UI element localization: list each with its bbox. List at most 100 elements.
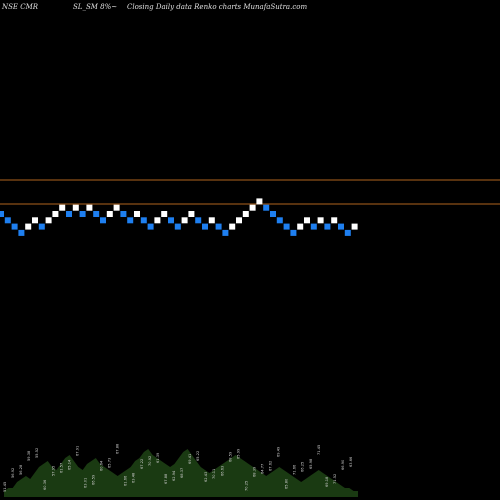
volume-label: 61.57	[59, 463, 63, 473]
renko-brick-down	[93, 211, 100, 217]
renko-brick-up	[249, 204, 256, 211]
renko-brick-up	[154, 217, 161, 224]
volume-label: 61.66	[124, 475, 128, 486]
volume-label: 69.41	[188, 454, 192, 464]
renko-brick-up	[32, 217, 38, 224]
horizontal-lines	[0, 179, 500, 205]
volume-label: 70.11	[212, 469, 216, 479]
volume-label: 63.48	[132, 472, 136, 483]
renko-brick-up	[161, 211, 168, 217]
renko-brick-up	[297, 223, 304, 230]
volume-labels: 51.45 56.92 56.28 59.38 55.52 60.36 57.95 61.57…	[3, 443, 353, 492]
series-info-label: SL_SM 8%~	[73, 3, 118, 11]
chart-description-label: Closing Daily data Renko charts MunafaSu…	[127, 3, 308, 11]
renko-brick-up	[256, 198, 263, 205]
renko-brick-up	[52, 211, 59, 217]
renko-brick-up	[181, 217, 188, 224]
renko-brick-up	[106, 211, 113, 217]
renko-brick-down	[147, 223, 154, 230]
volume-label: 71.52	[333, 474, 337, 484]
volume-label: 66.90	[341, 459, 345, 470]
volume-label: 67.88	[164, 473, 168, 484]
volume-label: 61.39	[156, 452, 160, 463]
volume-label: 63.66	[349, 456, 353, 467]
volume-bars	[4, 449, 358, 497]
renko-brick-down	[324, 223, 331, 230]
renko-brick-up	[317, 217, 324, 224]
renko-brick-down	[195, 217, 202, 224]
renko-brick-up	[59, 204, 66, 211]
volume-label: 68.37	[180, 468, 184, 478]
renko-brick-down	[18, 229, 25, 236]
renko-brick-down	[79, 211, 86, 217]
volume-label: 65.80	[285, 478, 289, 489]
renko-brick-down	[283, 223, 290, 230]
renko-brick-up	[86, 204, 93, 211]
renko-brick-down	[215, 223, 222, 230]
renko-brick-down	[11, 223, 18, 230]
volume-label: 66.59	[92, 474, 96, 485]
volume-area	[4, 449, 358, 497]
volume-label: 67.91	[75, 446, 79, 456]
volume-label: 70.25	[244, 481, 248, 491]
renko-brick-up	[134, 211, 140, 217]
volume-label: 69.49	[277, 446, 281, 457]
volume-label: 60.36	[43, 479, 47, 490]
volume-label: 68.59	[228, 451, 232, 462]
volume-label: 66.63	[220, 466, 224, 476]
volume-label: 67.22	[140, 459, 144, 469]
renko-brick-down	[222, 229, 229, 236]
renko-brick-up	[113, 204, 120, 211]
volume-label: 65.73	[108, 458, 112, 468]
renko-brick-down	[0, 211, 4, 217]
volume-label: 65.99	[236, 448, 240, 459]
renko-brick-down	[38, 223, 45, 230]
volume-label: 65.22	[196, 451, 200, 461]
renko-brick-up	[188, 211, 195, 217]
renko-brick-down	[140, 217, 147, 224]
renko-bricks	[0, 198, 358, 236]
volume-label: 68.39	[252, 466, 256, 477]
renko-brick-up	[208, 217, 215, 224]
renko-brick-down	[120, 211, 127, 217]
renko-brick-down	[338, 223, 344, 230]
renko-brick-up	[331, 217, 338, 224]
volume-label: 65.98	[309, 458, 313, 469]
renko-brick-up	[236, 217, 242, 224]
renko-brick-up	[72, 204, 79, 211]
volume-label: 55.52	[35, 448, 39, 458]
renko-brick-up	[229, 223, 236, 230]
volume-label: 56.28	[19, 464, 23, 475]
volume-label: 56.92	[11, 468, 15, 478]
volume-label: 62.94	[172, 470, 176, 481]
volume-label: 60.64	[100, 460, 104, 471]
renko-brick-down	[168, 217, 174, 224]
volume-label: 69.18	[325, 476, 329, 487]
volume-label: 67.62	[269, 461, 273, 471]
volume-label: 66.25	[301, 462, 305, 472]
renko-brick-down	[66, 211, 72, 217]
renko-brick-down	[290, 229, 297, 236]
renko-brick-down	[4, 217, 11, 224]
volume-label: 67.88	[116, 443, 120, 454]
renko-brick-up	[45, 217, 52, 224]
renko-brick-down	[127, 217, 134, 224]
renko-brick-down	[310, 223, 317, 230]
renko-brick-up	[304, 217, 310, 224]
volume-label: 59.38	[27, 450, 31, 461]
renko-brick-up	[351, 223, 358, 230]
volume-label: 71.45	[317, 445, 321, 455]
volume-label: 70.92	[148, 456, 152, 466]
renko-brick-down	[202, 223, 208, 230]
renko-brick-down	[276, 217, 283, 224]
volume-label: 71.66	[293, 464, 297, 475]
volume-label: 63.01	[84, 478, 88, 488]
volume-label: 64.77	[261, 464, 265, 474]
volume-label: 51.45	[3, 482, 7, 492]
renko-brick-down	[270, 211, 276, 217]
renko-brick-down	[344, 229, 351, 236]
renko-brick-down	[100, 217, 106, 224]
volume-label: 57.95	[51, 466, 55, 476]
